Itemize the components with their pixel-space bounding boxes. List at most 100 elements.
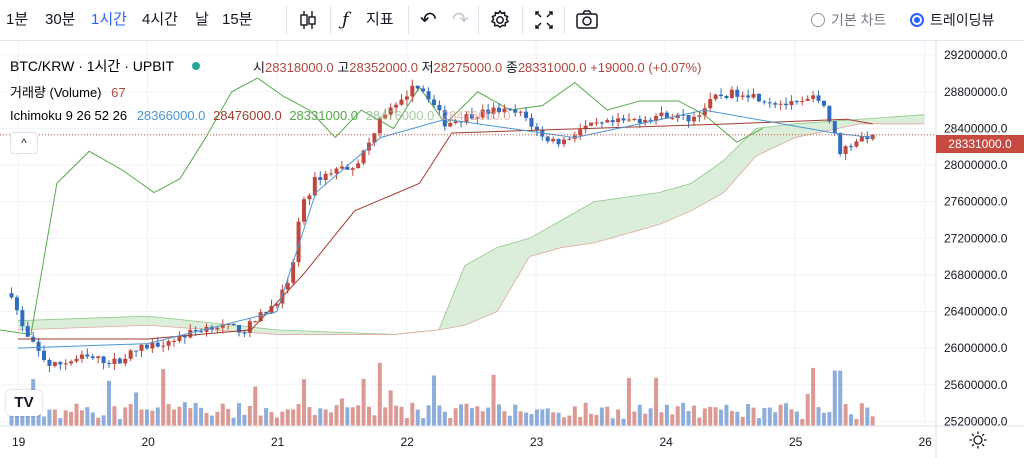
candle-body: [556, 138, 561, 145]
candle-body: [735, 89, 740, 97]
candle-body: [356, 163, 361, 169]
volume-bar: [610, 418, 615, 426]
volume-bar: [756, 418, 761, 426]
volume-bar: [47, 409, 52, 426]
interval-day[interactable]: 날: [195, 11, 209, 28]
volume-bar: [583, 402, 588, 426]
volume-bar: [832, 370, 837, 426]
interval-30m[interactable]: 30분: [45, 11, 76, 28]
candle-body: [524, 111, 529, 118]
candle-body: [491, 107, 496, 114]
candle-body: [816, 95, 821, 101]
candle-body: [399, 99, 404, 105]
toolbar-separator: [286, 6, 287, 34]
symbol-name[interactable]: BTC/KRW: [10, 58, 75, 74]
redo-icon[interactable]: ↷: [452, 9, 469, 31]
volume-bar: [404, 418, 409, 426]
volume-value: 67: [111, 85, 126, 100]
price-tick-label: 28400000.0: [944, 121, 1008, 135]
volume-bar: [209, 415, 214, 426]
camera-icon[interactable]: [574, 0, 600, 40]
fx-icon[interactable]: ƒ: [342, 9, 349, 30]
volume-bar: [643, 413, 648, 426]
interval-1h[interactable]: 1시간: [91, 11, 127, 28]
price-tick-label: 25600000.0: [944, 378, 1008, 392]
candle-body: [496, 107, 501, 113]
volume-bar: [534, 409, 539, 426]
toolbar-separator: [330, 6, 331, 34]
interval-4h[interactable]: 4시간: [142, 11, 178, 28]
volume-bar: [561, 417, 566, 426]
candle-body: [253, 321, 258, 323]
volume-bar: [356, 405, 361, 426]
volume-bar: [161, 369, 166, 426]
volume-bar: [767, 407, 772, 426]
candle-body: [594, 122, 599, 124]
volume-bar: [811, 367, 816, 426]
candle-body: [529, 117, 534, 127]
fullscreen-icon[interactable]: [532, 0, 556, 40]
candle-body: [377, 118, 382, 134]
candle-body: [843, 146, 848, 154]
volume-bar: [464, 403, 469, 426]
high-value: 28352000.0: [349, 60, 418, 75]
volume-bar: [264, 408, 269, 426]
settings-icon[interactable]: [488, 0, 512, 40]
volume-bar: [301, 379, 306, 426]
candle-body: [616, 118, 621, 123]
mode-tradingview-label[interactable]: 트레이딩뷰: [930, 12, 995, 28]
interval-1m[interactable]: 1분: [6, 11, 29, 28]
volume-bar: [681, 402, 686, 426]
candle-body: [626, 119, 631, 121]
ichimoku-cloud-bullish: [18, 114, 925, 335]
ichimoku-span-b-line: [17, 123, 925, 335]
legend-collapse-button[interactable]: ^: [10, 132, 38, 154]
volume-bar: [507, 415, 512, 426]
indicator-button[interactable]: 지표: [366, 11, 394, 28]
ichimoku-label[interactable]: Ichimoku 9 26 52 26: [10, 108, 128, 123]
undo-icon[interactable]: ↶: [420, 9, 437, 31]
volume-bar: [859, 403, 864, 426]
candle-body: [421, 88, 426, 92]
volume-bar: [838, 370, 843, 426]
mode-basic-radio[interactable]: [811, 13, 825, 27]
volume-bar: [25, 407, 30, 426]
volume-bar: [589, 413, 594, 426]
candle-body: [789, 101, 794, 106]
candle-body: [296, 221, 301, 263]
volume-bar: [821, 412, 826, 426]
volume-bar: [339, 398, 344, 426]
candle-body: [621, 118, 626, 121]
time-tick-label: 23: [530, 435, 544, 449]
volume-bar: [85, 407, 90, 426]
candle-body: [329, 173, 334, 175]
candle-body: [410, 85, 415, 97]
candle-body: [123, 358, 128, 364]
price-chart[interactable]: 29200000.0 28800000.0 28400000.0 28000000.0…: [0, 41, 1024, 458]
candle-body: [318, 177, 323, 180]
toolbar: 1분 30분 1시간 4시간 날 15분 ƒ 지표 ↶ ↷ 기본 차트 트레이딩…: [0, 0, 1024, 41]
candle-body: [811, 95, 816, 99]
volume-bar: [9, 415, 14, 426]
candle-body: [502, 108, 507, 113]
volume-bar: [415, 409, 420, 426]
volume-bar: [101, 415, 106, 426]
volume-bar: [691, 405, 696, 426]
candle-body: [756, 93, 761, 102]
candle-body: [724, 95, 729, 99]
close-value: 28331000.0: [517, 60, 587, 75]
candle-style-icon[interactable]: [298, 0, 320, 40]
volume-bar: [664, 404, 669, 426]
volume-bar: [778, 404, 783, 426]
axis-settings-icon[interactable]: [969, 431, 987, 449]
volume-bar: [870, 416, 875, 426]
volume-label[interactable]: 거래량 (Volume): [10, 85, 102, 100]
mode-basic-label[interactable]: 기본 차트: [831, 12, 887, 28]
tradingview-logo[interactable]: TV: [6, 390, 42, 416]
candle-body: [172, 340, 177, 342]
ichimoku-lagging-line: [0, 77, 763, 335]
volume-bar: [751, 407, 756, 426]
volume-bar: [616, 409, 621, 426]
interval-15m[interactable]: 15분: [222, 11, 253, 28]
mode-tradingview-radio[interactable]: [910, 13, 924, 27]
